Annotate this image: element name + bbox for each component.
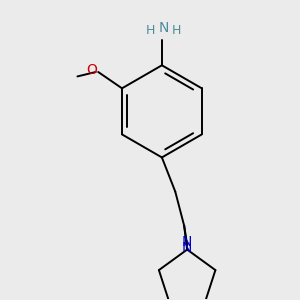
Text: N: N: [182, 235, 192, 249]
Text: H: H: [145, 24, 155, 37]
Text: N: N: [158, 21, 169, 35]
Text: N: N: [182, 241, 192, 255]
Text: O: O: [86, 64, 97, 77]
Text: H: H: [172, 24, 182, 37]
